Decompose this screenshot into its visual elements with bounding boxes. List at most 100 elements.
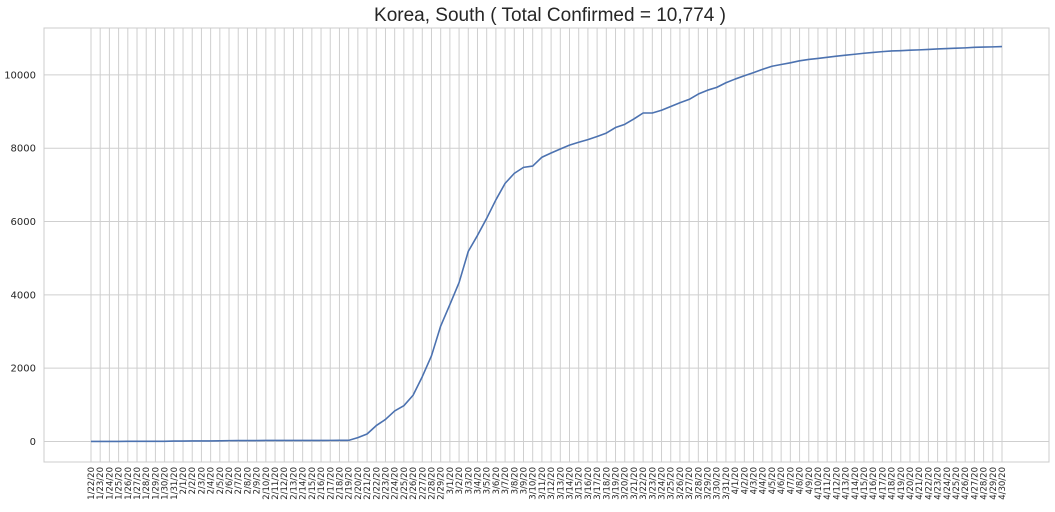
data-point bbox=[440, 325, 442, 327]
data-point bbox=[937, 48, 939, 50]
data-point bbox=[615, 127, 617, 129]
data-point bbox=[964, 47, 966, 49]
data-point bbox=[486, 217, 488, 219]
x-tick-label: 4/29/20 bbox=[989, 467, 999, 500]
x-tick-label: 3/16/20 bbox=[584, 467, 594, 500]
data-point bbox=[412, 394, 414, 396]
data-point bbox=[164, 440, 166, 442]
data-point bbox=[136, 440, 138, 442]
x-tick-label: 4/14/20 bbox=[851, 467, 861, 500]
data-point bbox=[725, 82, 727, 84]
x-tick-label: 2/17/20 bbox=[326, 467, 336, 500]
x-tick-label: 3/26/20 bbox=[676, 467, 686, 500]
data-point bbox=[835, 55, 837, 57]
x-tick-label: 3/11/20 bbox=[538, 467, 548, 500]
data-point bbox=[403, 405, 405, 407]
data-point bbox=[283, 439, 285, 441]
x-tick-label: 3/17/20 bbox=[593, 467, 603, 500]
data-point bbox=[127, 440, 129, 442]
x-tick-label: 3/27/20 bbox=[685, 467, 695, 500]
x-tick-label: 2/10/20 bbox=[262, 467, 272, 500]
data-point bbox=[191, 440, 193, 442]
data-point bbox=[559, 148, 561, 150]
x-tick-label: 4/22/20 bbox=[924, 467, 934, 500]
data-point bbox=[467, 250, 469, 252]
x-tick-label: 2/14/20 bbox=[299, 467, 309, 500]
x-tick-label: 3/4/20 bbox=[473, 467, 483, 494]
chart-title: Korea, South ( Total Confirmed = 10,774 … bbox=[374, 5, 726, 26]
x-tick-label: 4/11/20 bbox=[823, 467, 833, 500]
x-tick-label: 1/28/20 bbox=[142, 467, 152, 500]
data-point bbox=[320, 439, 322, 441]
x-tick-label: 2/18/20 bbox=[335, 467, 345, 500]
y-tick-label: 8000 bbox=[11, 144, 36, 155]
data-point bbox=[458, 282, 460, 284]
x-tick-label: 2/9/20 bbox=[253, 467, 263, 494]
y-tick-label: 10000 bbox=[4, 70, 36, 81]
data-point bbox=[596, 136, 598, 138]
data-point bbox=[118, 440, 120, 442]
x-tick-label: 2/26/20 bbox=[409, 467, 419, 500]
data-point bbox=[532, 165, 534, 167]
x-tick-label: 4/17/20 bbox=[878, 467, 888, 500]
data-point bbox=[587, 139, 589, 141]
data-point bbox=[495, 199, 497, 201]
data-point bbox=[845, 54, 847, 56]
data-point bbox=[449, 304, 451, 306]
x-tick-label: 4/2/20 bbox=[740, 467, 750, 494]
data-point bbox=[504, 182, 506, 184]
data-point bbox=[246, 440, 248, 442]
data-point bbox=[927, 48, 929, 50]
grid-lines bbox=[44, 28, 1049, 462]
x-tick-label: 3/24/20 bbox=[658, 467, 668, 500]
x-tick-label: 4/7/20 bbox=[786, 467, 796, 494]
data-point bbox=[955, 47, 957, 49]
x-tick-label: 3/31/20 bbox=[722, 467, 732, 500]
x-tick-label: 4/24/20 bbox=[943, 467, 953, 500]
data-point bbox=[891, 50, 893, 52]
data-point bbox=[421, 376, 423, 378]
x-tick-label: 4/16/20 bbox=[869, 467, 879, 500]
data-point bbox=[578, 141, 580, 143]
data-point bbox=[476, 234, 478, 236]
data-point bbox=[780, 64, 782, 66]
x-tick-label: 2/25/20 bbox=[400, 467, 410, 500]
data-point bbox=[338, 439, 340, 441]
x-tick-label: 2/1/20 bbox=[179, 467, 189, 494]
x-tick-label: 4/4/20 bbox=[759, 467, 769, 494]
data-point bbox=[173, 440, 175, 442]
data-point bbox=[707, 89, 709, 91]
data-point bbox=[145, 440, 147, 442]
x-tick-label: 3/1/20 bbox=[446, 467, 456, 494]
x-tick-label: 2/5/20 bbox=[216, 467, 226, 494]
series-layer bbox=[91, 45, 1003, 443]
data-point bbox=[182, 440, 184, 442]
x-tick-label: 1/27/20 bbox=[133, 467, 143, 500]
data-point bbox=[366, 433, 368, 435]
data-point bbox=[430, 355, 432, 357]
data-point bbox=[789, 62, 791, 64]
x-tick-label: 3/13/20 bbox=[556, 467, 566, 500]
data-point bbox=[99, 440, 101, 442]
data-point bbox=[918, 49, 920, 51]
data-point bbox=[992, 46, 994, 48]
x-tick-label: 2/22/20 bbox=[372, 467, 382, 500]
data-point bbox=[522, 166, 524, 168]
x-tick-label: 1/23/20 bbox=[96, 467, 106, 500]
x-tick-label: 1/22/20 bbox=[87, 467, 97, 500]
x-tick-label: 4/20/20 bbox=[906, 467, 916, 500]
x-tick-label: 4/13/20 bbox=[842, 467, 852, 500]
x-tick-label: 2/23/20 bbox=[381, 467, 391, 500]
x-tick-label: 3/8/20 bbox=[510, 467, 520, 494]
data-point bbox=[872, 51, 874, 53]
data-point bbox=[983, 46, 985, 48]
data-point bbox=[762, 68, 764, 70]
data-point bbox=[799, 60, 801, 62]
data-point bbox=[513, 172, 515, 174]
data-point bbox=[348, 439, 350, 441]
x-tick-label: 4/10/20 bbox=[814, 467, 824, 500]
data-point bbox=[357, 437, 359, 439]
y-tick-label: 0 bbox=[30, 437, 36, 448]
data-point bbox=[219, 440, 221, 442]
data-point bbox=[292, 439, 294, 441]
